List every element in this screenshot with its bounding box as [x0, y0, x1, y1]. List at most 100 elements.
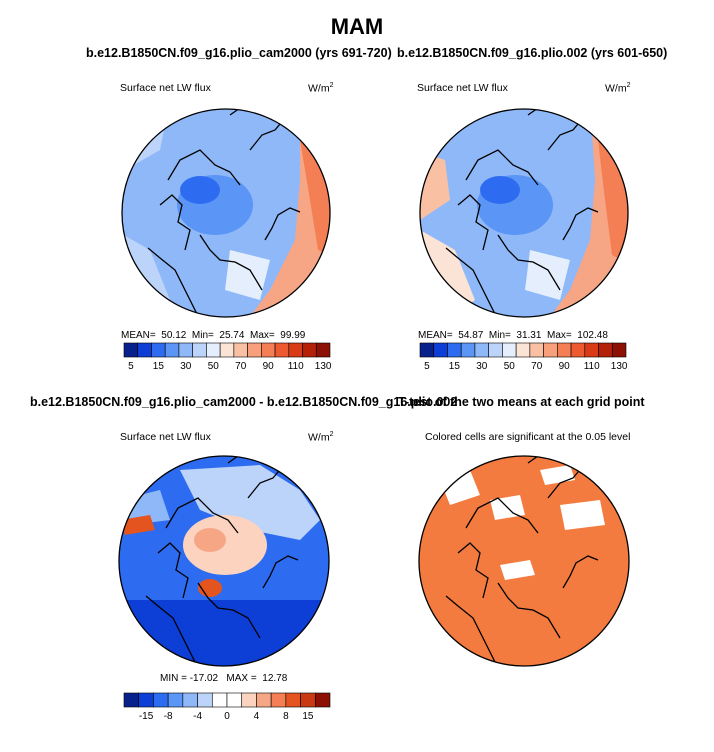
- panel-1-colorbar-tick-label: 5: [128, 361, 134, 372]
- panel-2-colorbar: 5 15 30 50 70 90 110 130: [419, 342, 628, 372]
- panel-1-colorbar-swatch: [302, 342, 317, 358]
- panel-2-colorbar-tick-label: 130: [611, 361, 628, 372]
- panel-3-colorbar-swatch: [270, 692, 287, 708]
- panel-3-colorbar-swatch: [241, 692, 257, 708]
- panel-3-colorbar-swatch: [256, 692, 272, 708]
- figure-title: MAM: [330, 14, 384, 39]
- panel-2-colorbar-tick-label: 30: [476, 361, 488, 372]
- panel-1-colorbar-tick-label: 50: [208, 361, 220, 372]
- panel-1-colorbar-tick-label: 130: [315, 361, 332, 372]
- panel-2-colorbar-tick-label: 90: [559, 361, 571, 372]
- panel-2-colorbar-swatch: [557, 342, 572, 358]
- panel-2-map: [420, 109, 628, 317]
- panel-3-map-border: [118, 455, 330, 667]
- panel-2-colorbar-tick-label: 110: [584, 361, 600, 372]
- panel-4-nonsig-patch-6: [600, 470, 629, 495]
- panel-1-colorbar-swatch: [315, 342, 331, 358]
- panel-3-light-negative: [180, 465, 320, 540]
- panel-3-units: W/m2: [308, 431, 334, 444]
- panel-1-colorbar-swatch: [123, 342, 139, 358]
- panel-1-colorbar-tick-label: 70: [235, 361, 247, 372]
- panel-2-colorbar-tick-label: 50: [504, 361, 516, 372]
- panel-1-colorbar-tick-label: 90: [263, 361, 275, 372]
- panel-3-colorbar-swatch: [123, 692, 140, 708]
- panel-2-colorbar-swatch: [598, 342, 613, 358]
- panel-3-colorbar-tick-label: -4: [193, 711, 202, 722]
- panel-1-colorbar-swatch: [137, 342, 152, 358]
- panel-2-colorbar-swatch: [474, 342, 489, 358]
- panel-2-colorbar-tick-label: 70: [531, 361, 543, 372]
- panel-1-stats: MEAN= 50.12 Min= 25.74 Max= 99.99: [121, 330, 306, 341]
- panel-3-colorbar-tick-label: -8: [164, 711, 173, 722]
- panel-4-coastlines: [445, 456, 599, 666]
- panel-1-map-border: [121, 108, 331, 318]
- panel-3-deep-negative: [119, 600, 329, 666]
- panel-3-stats: MIN = -17.02 MAX = 12.78: [160, 673, 288, 684]
- panel-3-colorbar-tick-label: 8: [283, 711, 289, 722]
- panel-1-colorbar-swatch: [274, 342, 290, 358]
- panel-1-map: [122, 109, 330, 317]
- panel-1-units: W/m2: [308, 82, 334, 95]
- panel-2-colorbar-swatch: [584, 342, 599, 358]
- panel-3-coastlines: [145, 456, 299, 666]
- panel-3-colorbar-swatch: [211, 692, 228, 708]
- panel-1-colorbar-swatch: [247, 342, 262, 358]
- panel-3-colorbar: -15 -8 -4 0 4 8 15: [123, 692, 331, 722]
- panel-1-colorbar-tick-label: 15: [153, 361, 165, 372]
- panel-4-nonsig-patch-4: [560, 500, 605, 530]
- panel-3-positive-atlantic: [120, 515, 155, 535]
- panel-3-colorbar-tick-label: 4: [254, 711, 260, 722]
- panel-1-colorbar-swatch: [261, 342, 276, 358]
- panel-1-colorbar-swatch: [151, 342, 166, 358]
- panel-2-colorbar-swatch: [502, 342, 517, 358]
- panel-2-variable-label: Surface net LW flux: [417, 82, 508, 94]
- panel-2-title: b.e12.B1850CN.f09_g16.plio.002 (yrs 601-…: [397, 46, 668, 60]
- panel-2-units: W/m2: [605, 82, 631, 95]
- panel-4-subtitle: Colored cells are significant at the 0.0…: [425, 431, 631, 443]
- panel-4-title: T-test of the two means at each grid poi…: [398, 395, 645, 409]
- panel-4-map-border: [418, 455, 630, 667]
- panel-1-coastlines: [147, 109, 301, 317]
- panel-2-core-arctic: [480, 176, 520, 204]
- panel-2-stats: MEAN= 54.87 Min= 31.31 Max= 102.48: [418, 330, 608, 341]
- panel-2-colorbar-swatch: [460, 342, 476, 358]
- panel-2-colorbar-swatch: [515, 342, 531, 358]
- panel-1-colorbar: 5 15 30 50 70 90 110 130: [123, 342, 332, 372]
- panel-3-colorbar-swatch: [167, 692, 184, 708]
- panel-2-colorbar-tick-label: 15: [449, 361, 461, 372]
- panel-1-colorbar-swatch: [192, 342, 207, 358]
- panel-1-core-arctic: [180, 176, 220, 204]
- panel-3-title: b.e12.B1850CN.f09_g16.plio_cam2000 - b.e…: [30, 395, 458, 409]
- panel-1-colorbar-tick-label: 30: [180, 361, 192, 372]
- panel-2-colorbar-swatch: [488, 342, 503, 358]
- panel-1-title: b.e12.B1850CN.f09_g16.plio_cam2000 (yrs …: [86, 46, 392, 60]
- panel-3-colorbar-swatch: [138, 692, 154, 708]
- panel-2-colorbar-swatch: [543, 342, 558, 358]
- panel-3-map: [119, 456, 329, 666]
- panel-3-colorbar-swatch: [285, 692, 301, 708]
- panel-1-colorbar-swatch: [206, 342, 221, 358]
- panel-1-colorbar-swatch: [178, 342, 193, 358]
- panel-2-colorbar-swatch: [570, 342, 586, 358]
- panel-1-colorbar-tick-label: 110: [288, 361, 304, 372]
- panel-1-colorbar-swatch: [288, 342, 303, 358]
- panel-1-variable-label: Surface net LW flux: [120, 82, 211, 94]
- panel-3-colorbar-swatch: [182, 692, 198, 708]
- panel-3-colorbar-swatch: [314, 692, 331, 708]
- panel-2-colorbar-swatch: [447, 342, 462, 358]
- panel-3-strong-positive: [194, 528, 226, 552]
- panel-1-colorbar-swatch: [219, 342, 235, 358]
- panel-3-colorbar-swatch: [153, 692, 169, 708]
- panel-3-colorbar-tick-label: 0: [224, 711, 230, 722]
- panel-4-map: [419, 456, 629, 666]
- panel-2-colorbar-swatch: [529, 342, 544, 358]
- panel-3-colorbar-swatch: [197, 692, 213, 708]
- panel-1-colorbar-swatch: [233, 342, 248, 358]
- panel-3-colorbar-tick-label: -15: [139, 711, 154, 722]
- panel-2-colorbar-swatch: [433, 342, 448, 358]
- panel-2-colorbar-tick-label: 5: [424, 361, 430, 372]
- panel-2-hot-pacific: [598, 140, 628, 270]
- panel-3-colorbar-swatch: [300, 692, 316, 708]
- panel-1-hot-pacific: [300, 140, 330, 260]
